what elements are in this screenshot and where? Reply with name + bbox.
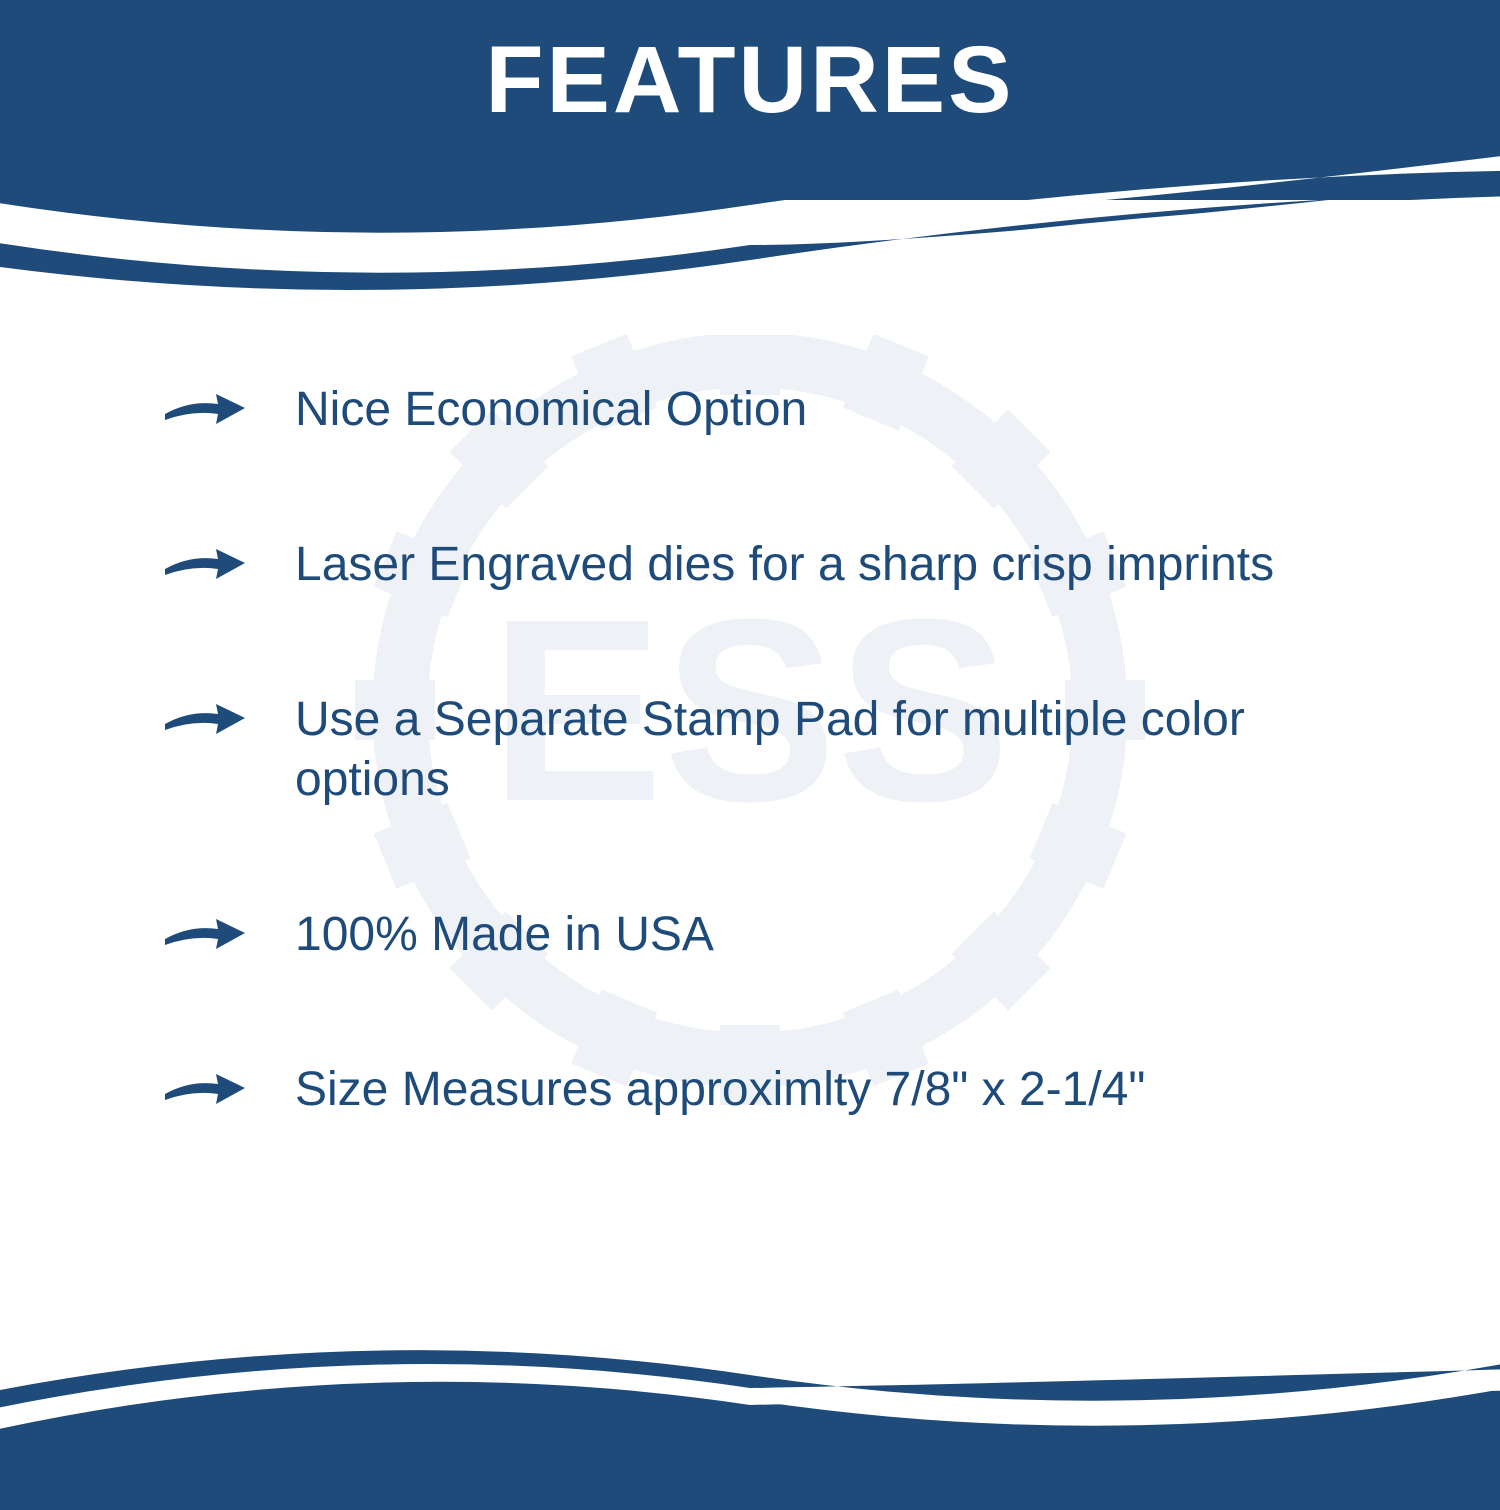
features-list: Nice Economical Option Laser Engraved di… [0, 200, 1500, 1120]
arrow-right-icon [160, 696, 250, 745]
feature-text: Laser Engraved dies for a sharp crisp im… [295, 535, 1274, 595]
feature-item: 100% Made in USA [160, 905, 1380, 965]
feature-item: Use a Separate Stamp Pad for multiple co… [160, 690, 1380, 810]
feature-text: 100% Made in USA [295, 905, 714, 965]
feature-text: Size Measures approximlty 7/8" x 2-1/4" [295, 1060, 1145, 1120]
bottom-swoosh-decoration [0, 1290, 1500, 1510]
feature-item: Nice Economical Option [160, 380, 1380, 440]
feature-text: Nice Economical Option [295, 380, 807, 440]
arrow-right-icon [160, 541, 250, 590]
arrow-right-icon [160, 1066, 250, 1115]
arrow-right-icon [160, 386, 250, 435]
feature-item: Laser Engraved dies for a sharp crisp im… [160, 535, 1380, 595]
feature-item: Size Measures approximlty 7/8" x 2-1/4" [160, 1060, 1380, 1120]
page-title: FEATURES [486, 26, 1015, 135]
arrow-right-icon [160, 911, 250, 960]
feature-text: Use a Separate Stamp Pad for multiple co… [295, 690, 1380, 810]
